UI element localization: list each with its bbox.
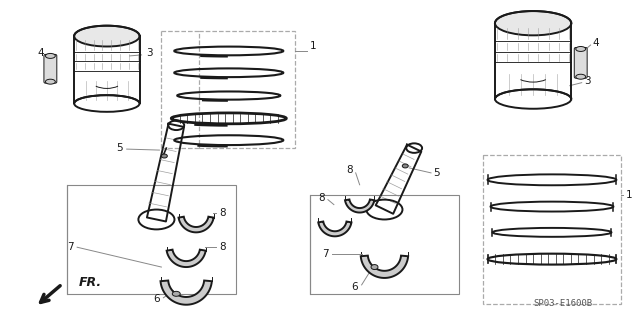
FancyBboxPatch shape xyxy=(574,48,587,78)
Ellipse shape xyxy=(172,291,180,296)
Polygon shape xyxy=(361,256,408,278)
Ellipse shape xyxy=(74,26,140,47)
Ellipse shape xyxy=(403,164,408,168)
Ellipse shape xyxy=(576,74,586,79)
Text: 8: 8 xyxy=(319,193,325,203)
Text: 6: 6 xyxy=(153,294,160,304)
Text: 8: 8 xyxy=(220,242,226,252)
Polygon shape xyxy=(166,250,205,267)
Ellipse shape xyxy=(45,53,55,58)
Text: 7: 7 xyxy=(67,242,74,252)
Text: 3: 3 xyxy=(146,48,153,58)
Text: 1: 1 xyxy=(625,190,632,200)
Text: 5: 5 xyxy=(116,143,123,153)
Text: 7: 7 xyxy=(322,249,328,259)
Text: 3: 3 xyxy=(584,76,591,86)
FancyBboxPatch shape xyxy=(44,55,57,83)
Ellipse shape xyxy=(371,264,378,270)
Text: 5: 5 xyxy=(434,168,440,178)
Ellipse shape xyxy=(45,79,55,84)
Ellipse shape xyxy=(161,154,167,158)
Ellipse shape xyxy=(495,11,572,35)
Text: FR.: FR. xyxy=(79,277,102,289)
Polygon shape xyxy=(345,199,374,212)
Polygon shape xyxy=(179,217,214,232)
Text: 1: 1 xyxy=(310,41,317,51)
Text: SP03-E1600B: SP03-E1600B xyxy=(533,299,593,308)
Text: 4: 4 xyxy=(37,48,44,58)
Ellipse shape xyxy=(576,47,586,51)
Text: 8: 8 xyxy=(220,208,226,218)
Polygon shape xyxy=(161,280,212,305)
Text: 6: 6 xyxy=(351,282,358,292)
Text: 4: 4 xyxy=(592,38,599,48)
Polygon shape xyxy=(318,221,351,236)
Text: 8: 8 xyxy=(346,165,353,175)
